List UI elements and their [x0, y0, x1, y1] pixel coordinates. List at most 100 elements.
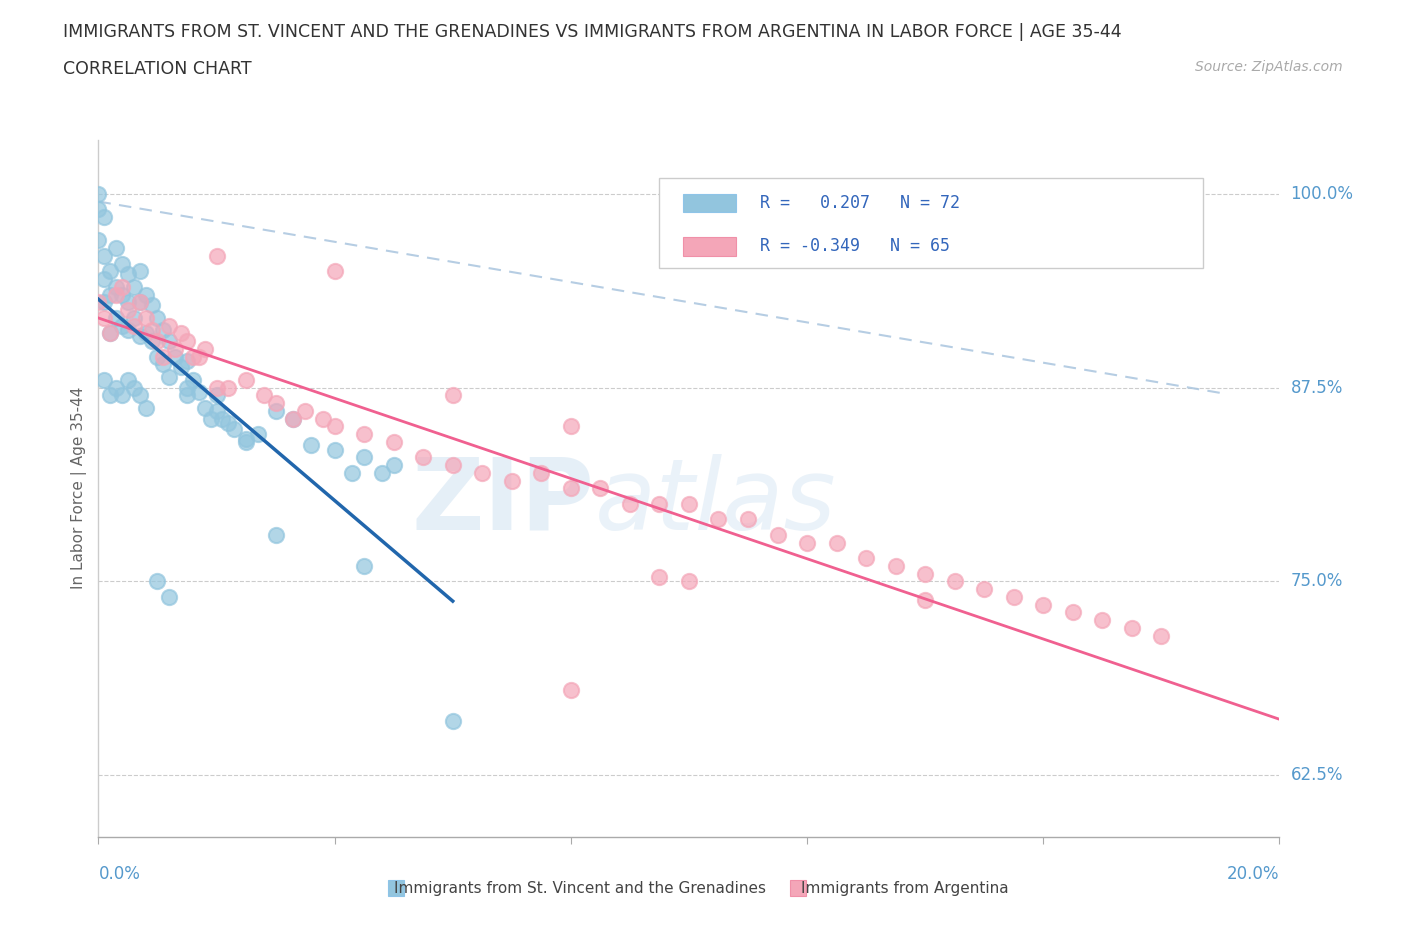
Point: [111, 279, 134, 294]
Point: [217, 416, 239, 431]
Bar: [790, 880, 806, 896]
Point: [1091, 613, 1114, 628]
Text: IMMIGRANTS FROM ST. VINCENT AND THE GRENADINES VS IMMIGRANTS FROM ARGENTINA IN L: IMMIGRANTS FROM ST. VINCENT AND THE GREN…: [63, 23, 1122, 41]
Point: [382, 458, 405, 472]
Point: [157, 334, 180, 349]
Text: CORRELATION CHART: CORRELATION CHART: [63, 60, 252, 78]
Point: [98, 264, 121, 279]
Point: [382, 434, 405, 449]
Point: [111, 256, 134, 271]
Point: [412, 450, 434, 465]
Point: [146, 574, 169, 589]
Point: [205, 248, 228, 263]
Point: [122, 279, 145, 294]
Point: [122, 318, 145, 333]
Text: 100.0%: 100.0%: [1291, 185, 1354, 203]
Text: Immigrants from St. Vincent and the Grenadines: Immigrants from St. Vincent and the Gren…: [394, 881, 766, 896]
Point: [194, 400, 217, 415]
Bar: [388, 880, 404, 896]
Point: [1121, 620, 1143, 635]
Text: 0.0%: 0.0%: [98, 865, 141, 883]
Point: [128, 295, 150, 310]
Point: [825, 535, 848, 550]
Point: [181, 372, 204, 387]
Text: 87.5%: 87.5%: [1291, 379, 1343, 396]
Point: [187, 349, 209, 364]
Point: [200, 411, 222, 426]
Point: [98, 326, 121, 340]
Point: [146, 334, 169, 349]
Point: [235, 372, 257, 387]
Point: [264, 404, 287, 418]
Point: [235, 432, 257, 446]
Point: [246, 427, 269, 442]
Point: [441, 713, 464, 728]
Point: [176, 353, 198, 368]
Point: [141, 323, 163, 338]
Point: [117, 267, 139, 282]
Point: [152, 323, 174, 338]
Point: [855, 551, 877, 565]
Point: [135, 400, 157, 415]
Point: [105, 380, 128, 395]
Point: [152, 349, 174, 364]
Point: [146, 311, 169, 325]
Point: [93, 248, 115, 263]
Point: [1121, 869, 1143, 883]
Text: atlas: atlas: [595, 454, 837, 551]
Point: [111, 318, 134, 333]
Point: [117, 323, 139, 338]
Point: [205, 388, 228, 403]
Point: [283, 411, 305, 426]
Point: [530, 465, 553, 480]
Point: [170, 360, 193, 375]
Point: [105, 279, 128, 294]
Point: [211, 411, 233, 426]
Point: [973, 581, 995, 596]
Point: [128, 329, 150, 344]
Point: [299, 437, 322, 452]
Point: [323, 442, 346, 457]
Point: [194, 341, 217, 356]
Point: [157, 369, 180, 384]
Point: [93, 295, 115, 310]
Point: [678, 497, 700, 512]
Point: [264, 395, 287, 410]
Point: [135, 287, 157, 302]
Point: [796, 535, 818, 550]
Point: [323, 418, 346, 433]
Point: [87, 202, 110, 217]
Point: [117, 302, 139, 317]
Point: [441, 458, 464, 472]
Point: [648, 569, 671, 584]
Point: [678, 574, 700, 589]
Point: [165, 341, 187, 356]
Point: [98, 287, 121, 302]
Point: [128, 388, 150, 403]
Point: [87, 295, 110, 310]
Text: 62.5%: 62.5%: [1291, 766, 1343, 784]
Point: [648, 497, 671, 512]
Point: [146, 349, 169, 364]
Text: Source: ZipAtlas.com: Source: ZipAtlas.com: [1195, 60, 1343, 74]
Point: [87, 232, 110, 247]
Point: [766, 527, 789, 542]
Point: [105, 287, 128, 302]
Point: [93, 272, 115, 286]
Y-axis label: In Labor Force | Age 35-44: In Labor Force | Age 35-44: [72, 387, 87, 590]
Point: [170, 326, 193, 340]
Point: [619, 497, 641, 512]
Point: [737, 512, 759, 526]
Text: 20.0%: 20.0%: [1227, 865, 1279, 883]
Point: [105, 241, 128, 256]
Point: [353, 450, 375, 465]
Point: [471, 465, 494, 480]
Point: [914, 566, 936, 581]
Point: [128, 295, 150, 310]
Point: [87, 186, 110, 201]
Point: [93, 209, 115, 224]
Point: [111, 388, 134, 403]
Point: [560, 683, 582, 698]
Point: [122, 311, 145, 325]
Text: Immigrants from Argentina: Immigrants from Argentina: [801, 881, 1010, 896]
